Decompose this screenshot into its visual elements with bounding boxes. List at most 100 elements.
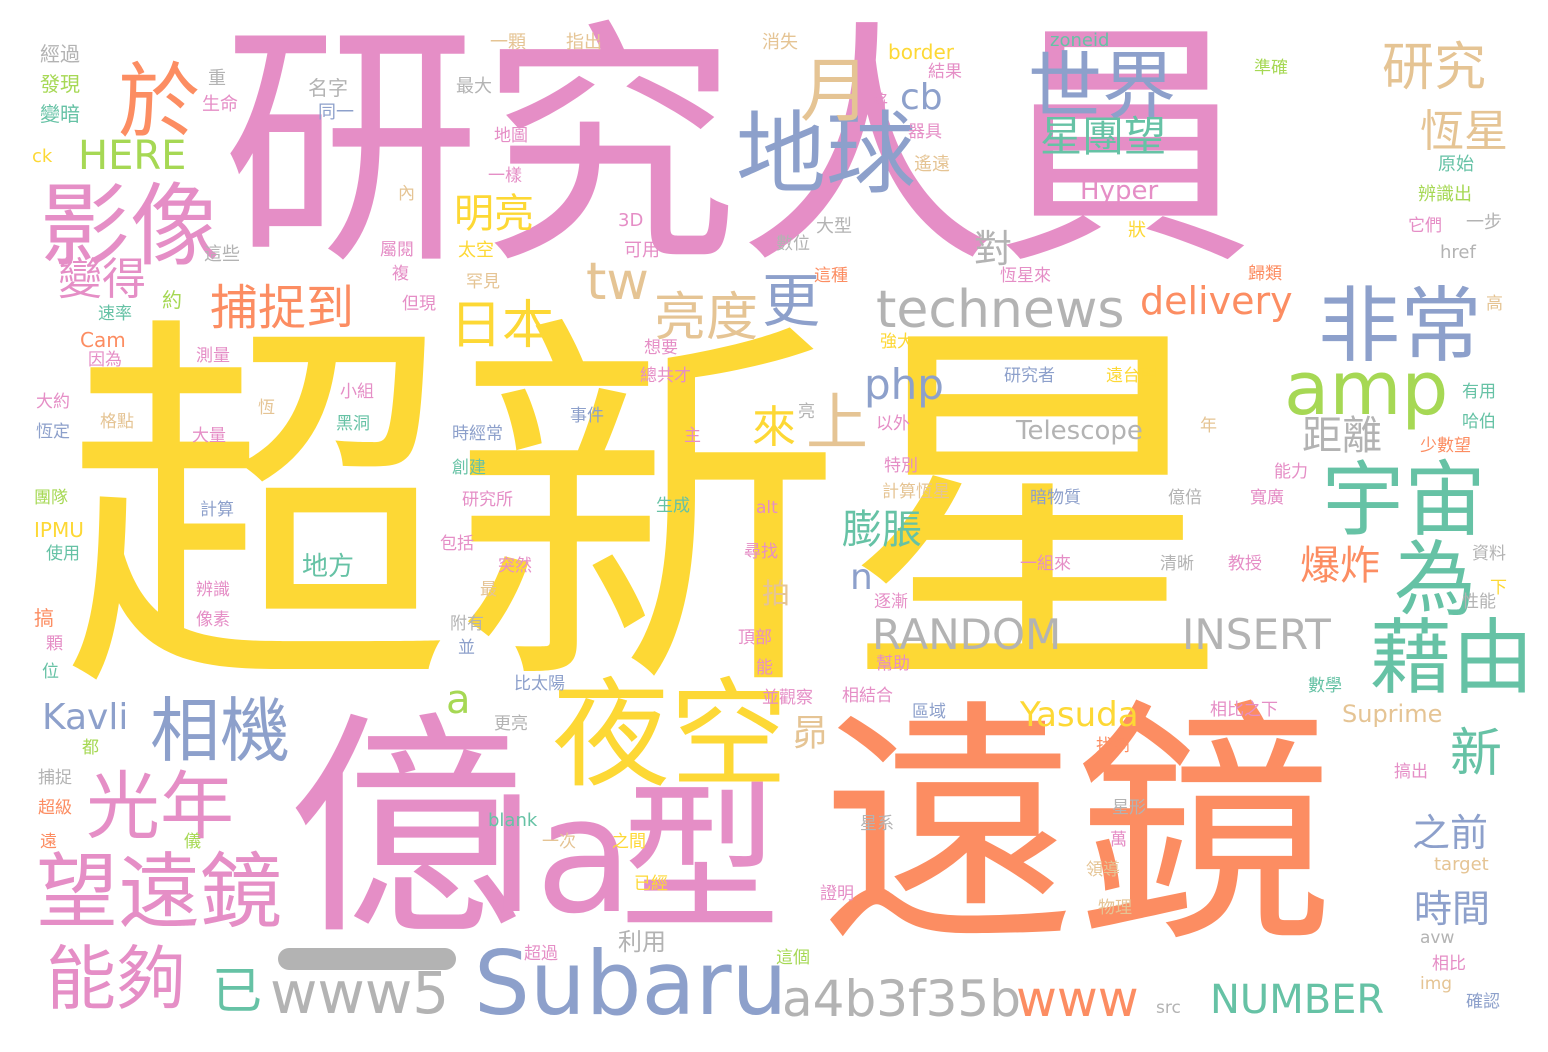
word: 相比: [1432, 954, 1466, 974]
word: IPMU: [34, 518, 84, 542]
word: 月: [800, 50, 870, 132]
gray-bar-shape: [278, 948, 456, 970]
word: 能: [756, 658, 773, 678]
word: 藉由: [1370, 611, 1535, 706]
word: 相結合: [842, 686, 893, 706]
word: Subaru: [474, 932, 788, 1035]
word: 型: [620, 766, 781, 953]
word: Hyper: [1080, 176, 1159, 206]
word: 事件: [570, 406, 604, 426]
word: 都: [82, 738, 99, 758]
word: 數學: [1308, 676, 1342, 696]
word: 同一: [318, 102, 354, 123]
word: 暗物質: [1030, 488, 1081, 508]
word: 哈伯: [1462, 412, 1496, 432]
word: 領導: [1086, 860, 1120, 880]
word: 結果: [928, 62, 962, 82]
word: 時經常: [452, 424, 503, 444]
word: 最大: [456, 76, 492, 97]
word: 創建: [452, 458, 486, 478]
word: 研究所: [462, 490, 513, 510]
word: 逐漸: [874, 592, 908, 612]
word: 主: [684, 426, 701, 446]
word: 相比之下: [1210, 700, 1278, 720]
word: 一顆: [490, 32, 526, 53]
word: 遠台望: [1106, 366, 1157, 386]
word: delivery: [1140, 279, 1293, 323]
word: 恆星來: [1000, 266, 1051, 286]
word: alt: [756, 498, 778, 518]
word: 將: [870, 92, 888, 113]
word: src: [1156, 998, 1181, 1018]
word: 想要: [644, 338, 678, 358]
word: 星形: [1112, 798, 1146, 818]
word: 總共才: [640, 366, 691, 386]
word: avw: [1420, 928, 1455, 948]
word: 比太陽: [514, 674, 565, 694]
word: 發現: [40, 72, 80, 96]
word: 捕捉到: [210, 280, 355, 336]
word: 消失: [762, 32, 798, 53]
word: 昴: [792, 713, 829, 754]
word: 超新星: [62, 286, 1232, 740]
word: Ia: [488, 762, 634, 949]
word: 恆: [258, 398, 275, 418]
word: n: [850, 557, 873, 598]
word: 恆星: [1420, 106, 1508, 157]
word: 高: [1486, 294, 1503, 314]
word: 遙遠: [914, 154, 950, 175]
word: 有用: [1462, 382, 1496, 402]
word: 教授: [1228, 554, 1262, 574]
word: 歸類: [1248, 264, 1282, 284]
word: Telescope: [1016, 416, 1143, 446]
word: blank: [488, 810, 538, 831]
word: 對: [974, 227, 1013, 271]
word: 確認: [1466, 992, 1500, 1012]
word: 利用: [618, 928, 666, 956]
word: 約: [162, 288, 182, 312]
word: 為: [1394, 533, 1477, 628]
word: 亮度: [654, 288, 759, 348]
word: 新: [1450, 724, 1503, 784]
word: 研究者: [1004, 366, 1055, 386]
word: 儀: [184, 832, 201, 852]
word: 膨脹: [842, 507, 922, 553]
word: www: [1016, 970, 1139, 1028]
word: 並: [458, 638, 475, 658]
word: 遠鏡: [820, 679, 1333, 977]
word: 辨識出: [1418, 184, 1472, 205]
word: 大量: [192, 426, 226, 446]
word: 指出: [566, 32, 602, 53]
word: 重: [208, 68, 226, 89]
word: 計算: [200, 500, 234, 520]
word: 寬廣: [1250, 488, 1284, 508]
word: 爆炸: [1300, 543, 1380, 589]
word: 這個: [776, 948, 810, 968]
word: 速率: [98, 304, 132, 324]
word: 準確: [1254, 58, 1288, 78]
word: 找到: [1096, 736, 1130, 756]
word: 變得: [58, 254, 146, 305]
word: 來: [752, 402, 796, 453]
word: border: [888, 40, 955, 64]
word: 附有: [450, 614, 484, 634]
word: 拍: [762, 577, 791, 610]
word: 幫助: [876, 654, 910, 674]
word: 像素: [196, 610, 230, 630]
word: 區域: [912, 702, 946, 722]
word: 測量: [196, 346, 230, 366]
word: Kavli: [42, 697, 129, 738]
word: php: [864, 360, 944, 409]
word: 星團望: [1040, 112, 1167, 161]
word: 物理: [1098, 898, 1132, 918]
word: 太空: [458, 240, 494, 261]
word: 生成: [656, 496, 690, 516]
word: RANDOM: [872, 610, 1062, 659]
word: 超過: [524, 944, 558, 964]
word: 一樣: [488, 166, 522, 186]
word: 能力: [1274, 462, 1308, 482]
word: tw: [586, 252, 649, 312]
word: 生命: [202, 94, 238, 115]
word: 遠: [40, 832, 57, 852]
word: 捕捉: [38, 768, 72, 788]
